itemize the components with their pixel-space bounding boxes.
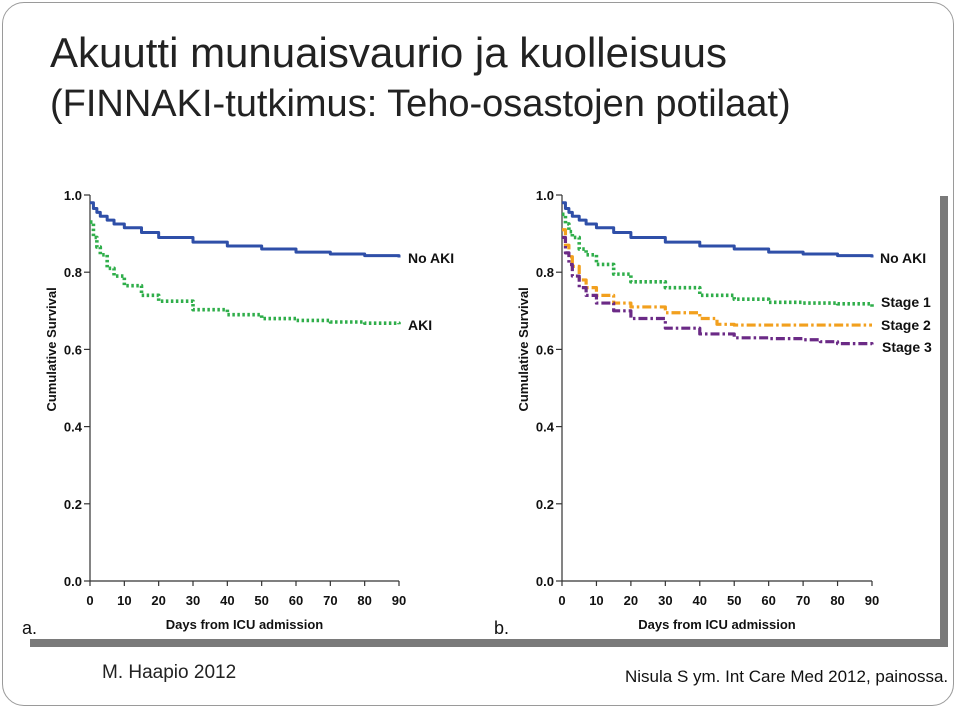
chart-a-x-tick-label: 40 (220, 593, 234, 608)
chart-b-y-tick-label: 0.4 (536, 420, 555, 435)
chart-b-x-tick-label: 40 (693, 593, 707, 608)
chart-b-x-tick-label: 80 (830, 593, 844, 608)
chart-a-x-tick-label: 20 (151, 593, 165, 608)
chart-b-y-tick-label: 0.2 (536, 497, 554, 512)
chart-a-x-tick-label: 30 (186, 593, 200, 608)
chart-a-series-aki (90, 220, 401, 325)
chart-b-label-stage-1: Stage 1 (881, 294, 931, 310)
chart-a-series-no-aki (90, 201, 401, 258)
chart-a-y-tick-label: 0.8 (64, 265, 82, 280)
chart-a-x-tick-label: 50 (254, 593, 268, 608)
chart-a-x-axis-title: Days from ICU admission (166, 617, 324, 632)
figure-panel (22, 188, 940, 639)
chart-a-y-tick-label: 0.2 (64, 497, 82, 512)
chart-b-y-tick-label: 1.0 (536, 188, 554, 203)
chart-a-x-tick-label: 70 (323, 593, 337, 608)
chart-b-label-stage-3: Stage 3 (882, 339, 932, 355)
footer-author: M. Haapio 2012 (102, 662, 237, 683)
chart-a-x-tick-label: 80 (357, 593, 371, 608)
chart-b-series-no-aki (562, 201, 874, 258)
chart-b-x-axis-title: Days from ICU admission (638, 617, 796, 632)
chart-a-y-axis-title: Cumulative Survival (44, 287, 59, 411)
chart-a-label-aki: AKI (408, 317, 432, 333)
chart-a-label-no-aki: No AKI (408, 250, 454, 266)
chart-a-y-tick-label: 0.0 (64, 574, 82, 589)
chart-b-series-stage-3 (562, 235, 874, 346)
survival-charts: 0.0 0.2 0.4 0.6 0.8 1.0 0 10 20 30 40 50 60 70 80 90 Day… (22, 188, 932, 638)
chart-b-x-tick-label: 30 (658, 593, 672, 608)
chart-a-panel-letter: a. (22, 618, 37, 638)
chart-b-y-tick-label: 0.6 (536, 342, 554, 357)
chart-a-y-tick-label: 0.4 (64, 420, 83, 435)
chart-b-x-tick-label: 60 (761, 593, 775, 608)
chart-b-panel-letter: b. (494, 618, 509, 638)
chart-b-x-tick-label: 10 (589, 593, 603, 608)
chart-a-x-tick-label: 60 (289, 593, 303, 608)
chart-b-x-tick-label: 90 (865, 593, 879, 608)
chart-b-y-tick-label: 0.0 (536, 574, 554, 589)
chart-b-x-tick-label: 0 (558, 593, 565, 608)
chart-a-x-tick-label: 0 (86, 593, 93, 608)
slide-subtitle: (FINNAKI-tutkimus: Teho-osastojen potila… (50, 83, 791, 125)
chart-a-y-tick-label: 1.0 (64, 188, 82, 203)
chart-b-y-tick-label: 0.8 (536, 265, 554, 280)
chart-a-x-tick-label: 90 (392, 593, 406, 608)
chart-b-x-tick-label: 70 (796, 593, 810, 608)
chart-a-y-tick-label: 0.6 (64, 342, 82, 357)
chart-b-x-tick-label: 50 (727, 593, 741, 608)
slide-title: Akuutti munuaisvaurio ja kuolleisuus (50, 29, 728, 76)
chart-b-label-no-aki: No AKI (880, 250, 926, 266)
chart-b-y-axis-title: Cumulative Survival (516, 287, 531, 411)
chart-b-x-tick-label: 20 (624, 593, 638, 608)
chart-b-series-stage-2 (562, 228, 872, 327)
footer-citation: Nisula S ym. Int Care Med 2012, painossa… (625, 667, 949, 686)
chart-b-label-stage-2: Stage 2 (881, 317, 931, 333)
chart-a-x-tick-label: 10 (117, 593, 131, 608)
